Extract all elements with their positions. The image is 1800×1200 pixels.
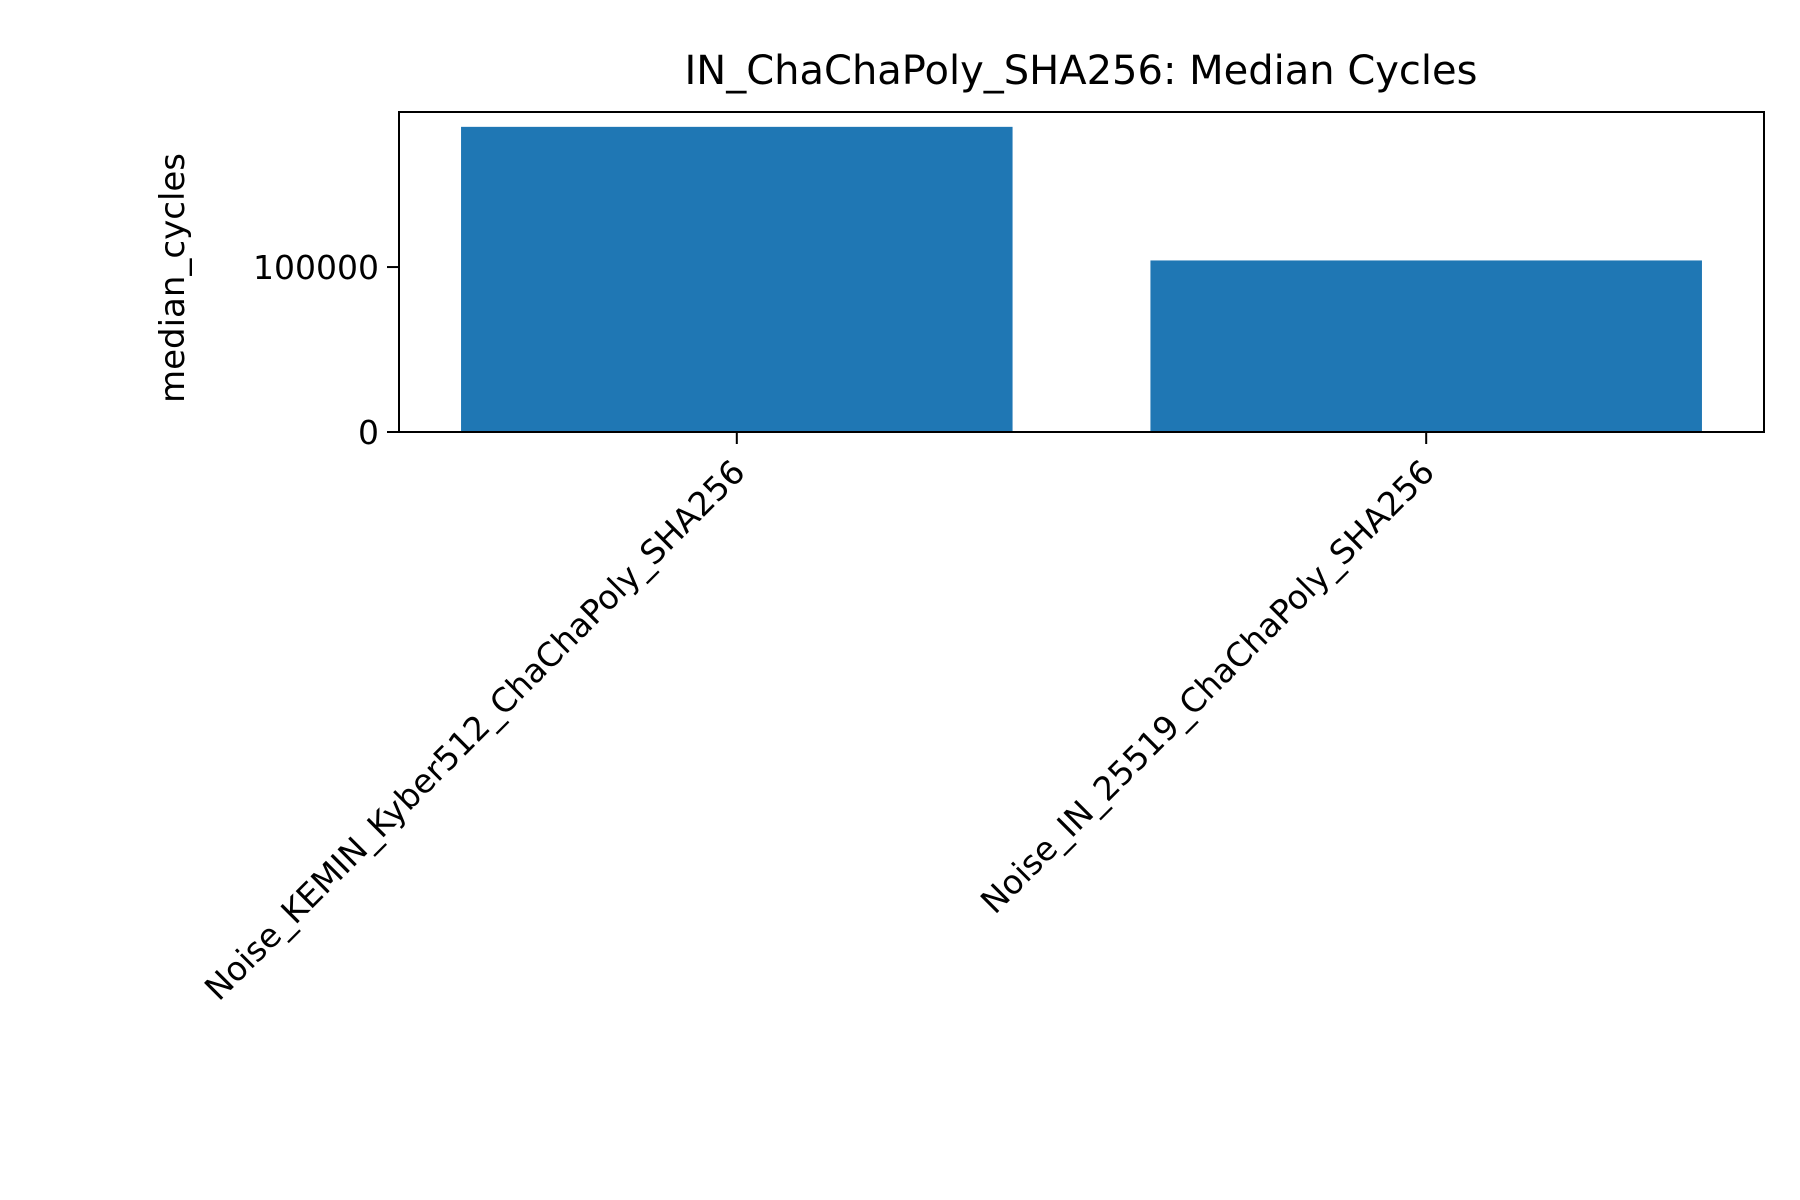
- bars-group: [461, 126, 1702, 432]
- x-tick-label-2: Noise_IN_25519_ChaChaPoly_SHA256: [973, 452, 1442, 921]
- x-tick-label-1: Noise_KEMIN_Kyber512_ChaChaPoly_SHA256: [197, 452, 753, 1008]
- x-axis-ticks: Noise_KEMIN_Kyber512_ChaChaPoly_SHA256 No…: [197, 432, 1442, 1008]
- bar-2: [1150, 260, 1702, 432]
- plot-frame: [398, 111, 1765, 433]
- bar-1: [461, 126, 1013, 432]
- y-tick-label-2: 100000: [253, 248, 379, 287]
- y-tick-label-1: 0: [358, 413, 379, 452]
- y-axis-ticks: 0 100000: [253, 248, 399, 452]
- y-axis-label: median_cycles: [153, 153, 193, 403]
- chart-title: IN_ChaChaPoly_SHA256: Median Cycles: [685, 48, 1478, 94]
